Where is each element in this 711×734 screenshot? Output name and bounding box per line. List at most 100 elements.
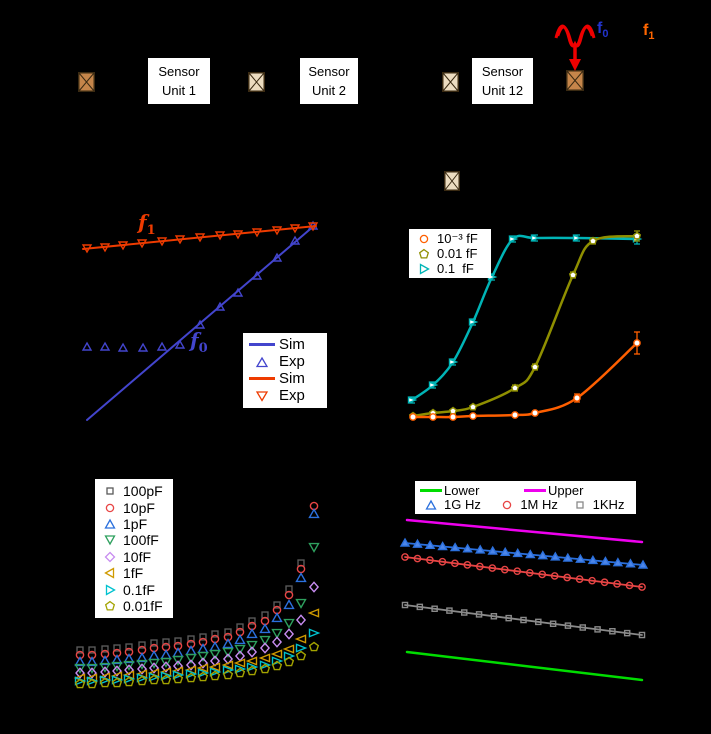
circle-icon xyxy=(419,234,429,243)
triangle-right-icon xyxy=(105,583,116,596)
legend-entry: 1G Hz xyxy=(418,497,484,512)
legend-row: 1pF xyxy=(97,516,171,532)
circle-icon xyxy=(503,500,512,509)
legend-sensitivity-plot: 10⁻³ fF 0.01 fF 0.1 fF xyxy=(409,229,491,278)
sensor-unit-2-line2: Unit 2 xyxy=(312,83,346,98)
legend-row: 0.01fF xyxy=(97,598,171,614)
line-swatch xyxy=(249,343,275,346)
series-upper xyxy=(405,518,644,544)
legend-label: 0.1 fF xyxy=(437,261,474,276)
series-0.1fF xyxy=(407,233,643,404)
legend-row: 1fF xyxy=(97,565,171,581)
legend-entry: 1KHz xyxy=(567,497,633,512)
square-icon xyxy=(106,487,114,495)
square-icon xyxy=(576,501,584,509)
f1-label: f1 xyxy=(643,22,655,43)
series-100fF xyxy=(74,542,320,674)
circle-icon xyxy=(105,503,115,512)
line-swatch xyxy=(420,488,442,492)
antenna-icon xyxy=(442,72,459,92)
series-f1-sim xyxy=(82,225,317,250)
legend-row: 10fF xyxy=(97,549,171,565)
legend-label: 10⁻³ fF xyxy=(437,230,478,246)
triangle-down-icon xyxy=(255,390,269,402)
legend-row: Sim xyxy=(245,336,325,353)
legend-scatter-plot: 100pF 10pF 1pF 100fF 10fF 1fF xyxy=(95,479,173,618)
diamond-icon xyxy=(104,551,116,563)
f0-label: f0 xyxy=(597,20,609,41)
series-1MHz xyxy=(401,553,646,591)
legend-row: 1G Hz 1M Hz 1KHz xyxy=(418,497,633,512)
legend-row: 100fF xyxy=(97,532,171,548)
legend-row: 10⁻³ fF xyxy=(411,231,489,246)
triangle-up-icon xyxy=(425,499,437,510)
line-swatch xyxy=(524,488,546,492)
legend-label: Exp xyxy=(279,387,305,404)
antenna-icon xyxy=(566,70,584,91)
triangle-left-icon xyxy=(104,567,115,579)
line-swatch xyxy=(249,377,275,380)
series-lower xyxy=(405,650,644,682)
legend-entry: 1M Hz xyxy=(494,497,560,512)
sensor-unit-1-line2: Unit 1 xyxy=(162,83,196,98)
legend-row: 100pF xyxy=(97,483,171,499)
series-f1-exp xyxy=(81,222,319,254)
series-1GHz xyxy=(399,537,649,569)
sensor-unit-12-line1: Sensor xyxy=(481,64,524,79)
legend-label: 10fF xyxy=(123,548,152,565)
legend-frequency-plot: Sim Exp Sim Exp xyxy=(243,333,327,408)
legend-label: 1fF xyxy=(123,565,144,582)
triangle-right-icon xyxy=(419,262,430,275)
sensor-unit-12-line2: Unit 12 xyxy=(481,83,524,98)
legend-row: 0.1fF xyxy=(97,581,171,598)
pentagon-icon xyxy=(418,248,430,259)
series-0.01fF xyxy=(408,230,642,420)
sensor-unit-2-box: Sensor Unit 2 xyxy=(300,58,358,104)
legend-label: 100fF xyxy=(123,532,159,549)
legend-label: 1KHz xyxy=(592,497,625,513)
antenna-icon xyxy=(78,72,95,92)
legend-label: Lower xyxy=(444,482,480,498)
legend-bounds-plot: Lower Upper 1G Hz 1M Hz 1KHz xyxy=(415,481,636,514)
legend-label: Sim xyxy=(279,336,305,353)
legend-row: Lower Upper xyxy=(418,483,633,498)
legend-row: 0.1 fF xyxy=(411,261,489,276)
legend-row: Exp xyxy=(245,353,325,370)
legend-label: Exp xyxy=(279,353,305,370)
legend-label: 0.01 fF xyxy=(437,246,478,261)
legend-label: 10pF xyxy=(123,499,155,516)
legend-entry: Lower xyxy=(418,483,508,498)
legend-label: Upper xyxy=(548,482,584,498)
sensor-unit-2-line1: Sensor xyxy=(308,64,350,79)
triangle-down-icon xyxy=(104,535,116,546)
legend-label: 0.1fF xyxy=(123,581,155,598)
legend-row: Exp xyxy=(245,387,325,404)
legend-row: 0.01 fF xyxy=(411,246,489,261)
series-100pF xyxy=(76,559,305,654)
sensor-unit-1-line1: Sensor xyxy=(158,64,200,79)
triangle-up-icon xyxy=(255,356,269,367)
interrogation-signal-icon xyxy=(554,24,596,71)
sensor-unit-1-box: Sensor Unit 1 xyxy=(148,58,210,104)
legend-label: Sim xyxy=(279,370,305,387)
series-1e-3fF xyxy=(409,331,641,421)
sensor-unit-12-box: Sensor Unit 12 xyxy=(472,58,533,104)
triangle-up-icon xyxy=(104,518,116,529)
legend-label: 1M Hz xyxy=(520,497,558,513)
series-1KHz xyxy=(401,601,646,639)
antenna-icon xyxy=(248,72,265,92)
legend-label: 0.01fF xyxy=(123,597,163,614)
f0-curve-label: f0 xyxy=(190,328,208,356)
legend-label: 100pF xyxy=(123,483,163,500)
legend-label: 1pF xyxy=(123,515,148,532)
legend-label: 1G Hz xyxy=(444,497,481,513)
series-0.01fF xyxy=(74,641,320,689)
pentagon-icon xyxy=(104,600,116,611)
legend-entry: Upper xyxy=(522,483,612,498)
legend-row: 10pF xyxy=(97,499,171,516)
series-1fF xyxy=(73,608,320,683)
antenna-icon xyxy=(444,171,460,191)
legend-row: Sim xyxy=(245,370,325,387)
